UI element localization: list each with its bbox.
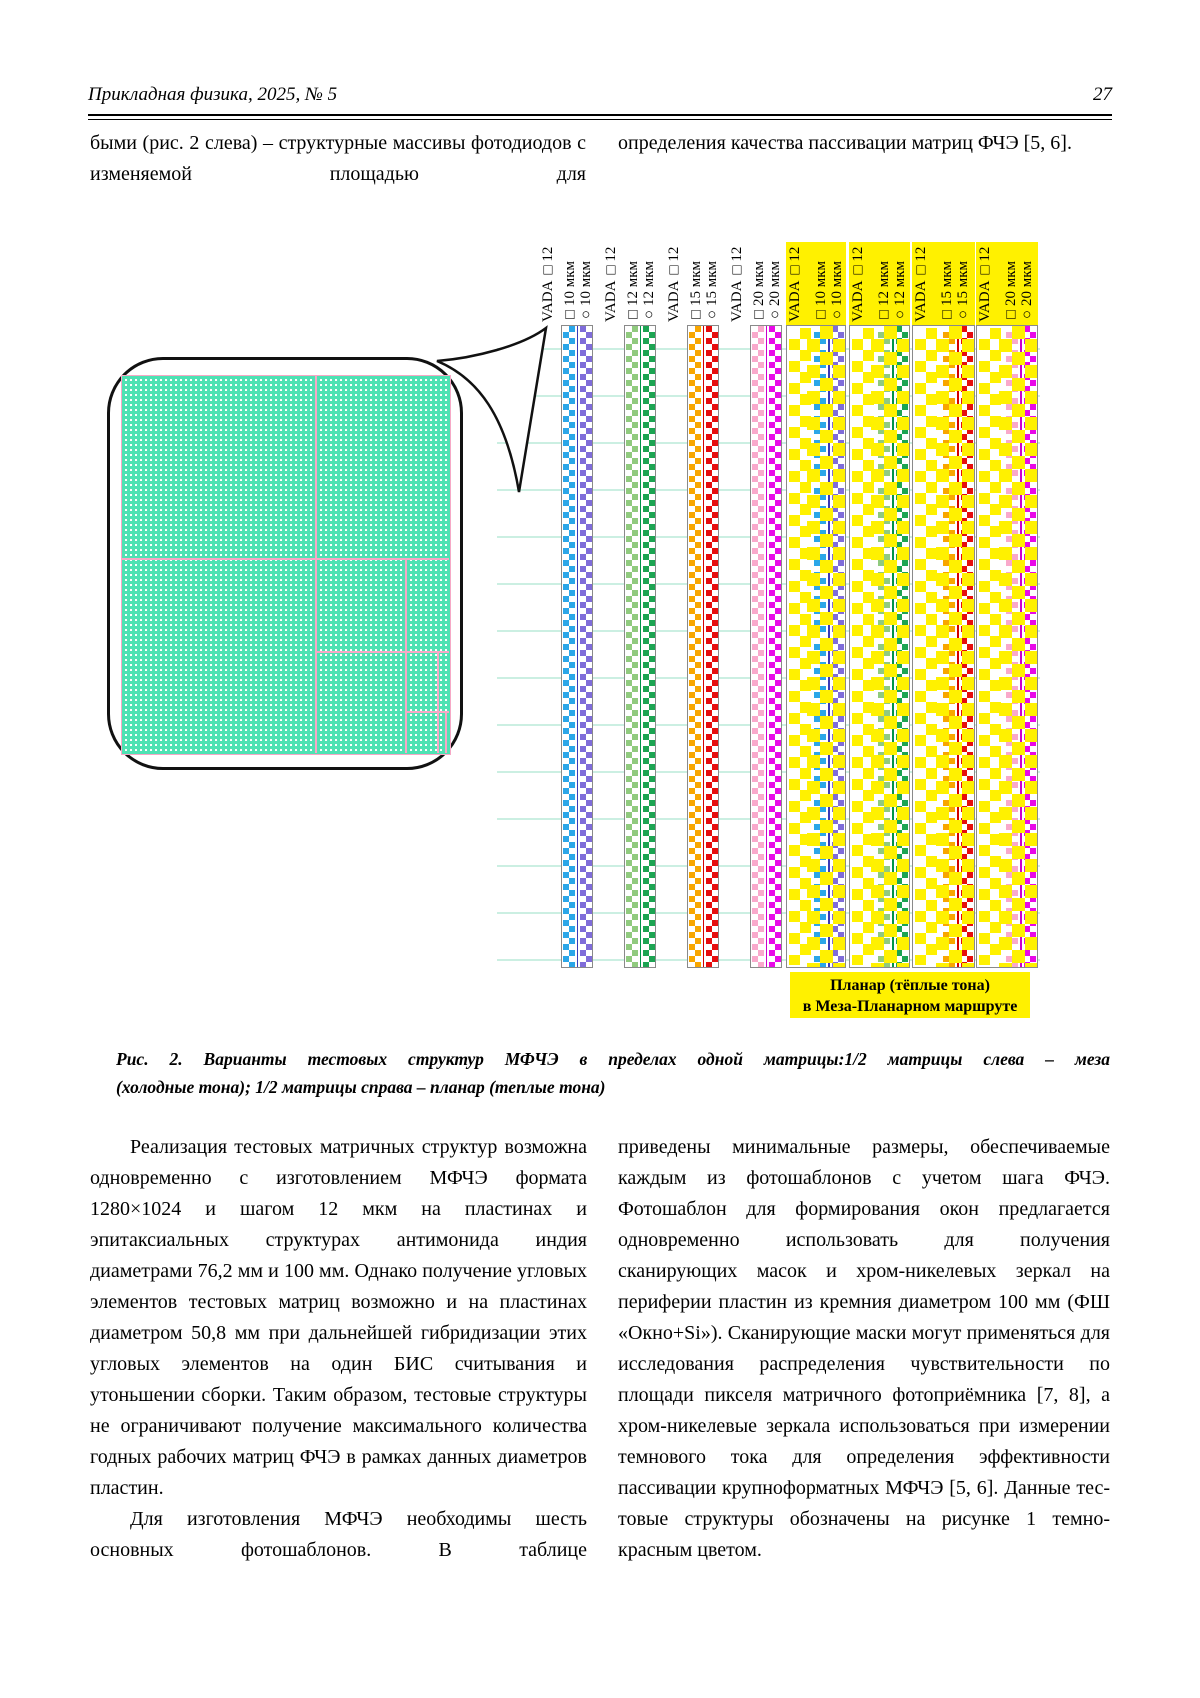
planar-test-group — [849, 325, 910, 968]
planar-test-group — [786, 325, 846, 968]
planar-label-highlight — [912, 242, 975, 325]
checker-column-square — [626, 326, 638, 967]
meza-pair-group — [687, 325, 719, 968]
column-label-circle: ○10 мкм — [829, 260, 845, 322]
column-label-vada: VADA □12 — [540, 246, 556, 322]
speech-bubble-tail — [436, 325, 548, 493]
pair-center-stripe — [576, 326, 579, 967]
checker-column-circle — [580, 326, 592, 967]
page-number: 27 — [1093, 84, 1112, 105]
column-label-vada: VADA □12 — [977, 246, 993, 322]
body-right-paragraph-1: приведены минимальные размеры, обеспечи­… — [618, 1136, 1110, 1561]
test-column-pair — [689, 326, 718, 967]
speech-bubble — [107, 357, 463, 770]
column-label-circle: ○12 мкм — [892, 260, 908, 322]
meza-pair-group — [561, 325, 593, 968]
yellow-sparse-column — [789, 328, 811, 965]
grid-subdivision-line — [315, 651, 449, 653]
checker-column-square — [689, 326, 701, 967]
column-label-vada: VADA □12 — [729, 246, 745, 322]
figure-caption: Рис. 2. Варианты тестовых структур МФЧЭ … — [116, 1045, 1110, 1101]
grid-subdivision-line — [445, 711, 447, 753]
pair-center-stripe — [765, 326, 768, 967]
planar-label-highlight — [849, 242, 910, 325]
test-column-pair — [563, 326, 592, 967]
journal-title: Прикладная физика, 2025, № 5 — [88, 84, 338, 105]
intro-right-text: определения качества пассивации матриц Ф… — [618, 132, 1072, 154]
test-column-pair — [626, 326, 655, 967]
yellow-sparse-column — [979, 328, 1001, 965]
checker-column-circle — [643, 326, 655, 967]
planar-route-label-line1: Планар (тёплые тона) — [830, 977, 990, 994]
checker-column-circle — [706, 326, 718, 967]
figure-caption-line2: (холодные тона); 1/2 матрицы справа – пл… — [116, 1077, 606, 1097]
checker-column-circle — [769, 326, 781, 967]
figure-canvas: Планар (тёплые тона) в Меза-Планарном ма… — [0, 220, 1200, 1030]
grid-subdivision-line — [437, 651, 439, 753]
header-rule — [88, 114, 1112, 120]
body-left-paragraph-2: Для изготовления МФЧЭ необходимы шесть о… — [90, 1508, 587, 1561]
pair-center-stripe — [639, 326, 642, 967]
meza-pair-group — [624, 325, 656, 968]
grid-subdivision-line — [405, 558, 407, 753]
intro-left-column: быми (рис. 2 слева) – структурные массив… — [90, 128, 586, 190]
pixel-array-grid — [121, 375, 451, 755]
yellow-overlay — [999, 326, 1037, 967]
column-label-circle: ○20 мкм — [767, 260, 783, 322]
body-right-column: приведены минимальные размеры, обеспечи­… — [618, 1132, 1110, 1566]
column-label-circle: ○10 мкм — [578, 260, 594, 322]
intro-left-text: быми (рис. 2 слева) – структурные массив… — [90, 132, 586, 185]
column-label-circle: ○15 мкм — [955, 260, 971, 322]
grid-subdivision-line — [405, 711, 449, 713]
planar-route-label-line2: в Меза-Планарном маршруте — [802, 998, 1018, 1015]
column-label-vada: VADA □12 — [603, 246, 619, 322]
column-label-vada: VADA □12 — [787, 246, 803, 322]
yellow-sparse-column — [915, 328, 937, 965]
checker-column-square — [752, 326, 764, 967]
column-label-vada: VADA □12 — [913, 246, 929, 322]
body-left-paragraph-1: Реализация тестовых матричных струк­тур … — [90, 1136, 587, 1499]
figure-caption-line1: Рис. 2. Варианты тестовых структур МФЧЭ … — [116, 1049, 1110, 1069]
planar-test-group — [912, 325, 975, 968]
yellow-overlay — [936, 326, 974, 967]
column-label-circle: ○15 мкм — [704, 260, 720, 322]
yellow-overlay — [807, 326, 845, 967]
planar-route-label: Планар (тёплые тона) в Меза-Планарном ма… — [790, 972, 1030, 1018]
body-left-column: Реализация тестовых матричных струк­тур … — [90, 1132, 587, 1566]
planar-label-highlight — [786, 242, 846, 325]
column-label-circle: ○12 мкм — [641, 260, 657, 322]
meza-pair-group — [750, 325, 782, 968]
column-label-vada: VADA □12 — [666, 246, 682, 322]
yellow-sparse-column — [852, 328, 874, 965]
grid-subdivision-line — [121, 558, 449, 560]
column-label-circle: ○20 мкм — [1019, 260, 1035, 322]
test-column-pair — [752, 326, 781, 967]
column-label-vada: VADA □12 — [850, 246, 866, 322]
yellow-overlay — [871, 326, 909, 967]
page-header: Прикладная физика, 2025, № 5 27 — [88, 84, 1112, 106]
checker-column-square — [563, 326, 575, 967]
planar-test-group — [976, 325, 1038, 968]
intro-right-column: определения качества пассивации матриц Ф… — [618, 128, 1110, 159]
planar-label-highlight — [976, 242, 1038, 325]
grid-subdivision-line — [315, 375, 317, 753]
pair-center-stripe — [702, 326, 705, 967]
